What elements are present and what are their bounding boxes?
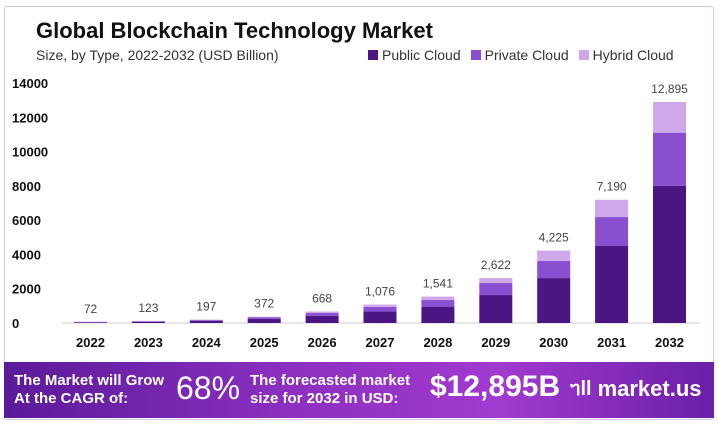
legend-label: Hybrid Cloud — [592, 47, 674, 63]
data-label: 123 — [138, 301, 158, 315]
logo-text: market.us — [597, 376, 702, 401]
y-tick-label: 6000 — [12, 213, 41, 228]
chart-frame — [4, 6, 714, 420]
cagr-label-line: The Market will Grow — [14, 372, 165, 389]
bar-segment-hybrid-cloud — [305, 311, 339, 314]
bar-segment-hybrid-cloud — [595, 199, 629, 218]
bar-segment-private-cloud — [131, 321, 165, 322]
legend-swatch — [368, 50, 378, 60]
forecast-label-line: The forecasted market — [250, 372, 411, 389]
legend-swatch — [470, 50, 481, 60]
bar-segment-hybrid-cloud — [537, 250, 571, 261]
bar-segment-public-cloud — [479, 295, 513, 323]
legend-swatch — [578, 50, 589, 60]
x-tick-label: 2023 — [134, 335, 163, 350]
x-tick-label: 2032 — [655, 335, 684, 350]
y-tick-label: 2000 — [12, 282, 41, 297]
forecast-label-line: size for 2032 in USD: — [250, 390, 399, 407]
legend-label: Private Cloud — [484, 47, 569, 63]
y-tick-label: 14000 — [12, 76, 48, 91]
x-tick-label: 2029 — [481, 335, 510, 350]
bar-segment-private-cloud — [247, 317, 281, 320]
bar-segment-public-cloud — [653, 185, 686, 323]
bar-segment-hybrid-cloud — [247, 316, 281, 318]
legend-label: Public Cloud — [382, 47, 461, 63]
y-tick-label: 4000 — [12, 247, 41, 262]
legend-item-private: Private Cloud — [470, 47, 569, 63]
bar-segment-hybrid-cloud — [421, 296, 455, 301]
bar-segment-private-cloud — [363, 306, 397, 312]
x-tick-label: 2030 — [539, 335, 568, 350]
bar-segment-hybrid-cloud — [131, 320, 165, 322]
y-tick-label: 10000 — [12, 145, 48, 160]
legend-item-public: Public Cloud — [368, 47, 461, 63]
logo-icon: ᥐll — [570, 377, 592, 400]
x-tick-label: 2028 — [423, 335, 452, 350]
y-tick-label: 8000 — [12, 179, 41, 194]
bar-segment-private-cloud — [189, 320, 223, 321]
chart-title: Global Blockchain Technology Market — [36, 18, 433, 43]
x-tick-label: 2031 — [597, 335, 626, 350]
bar-segment-public-cloud — [305, 315, 339, 323]
x-tick-label: 2025 — [250, 335, 279, 350]
bar-segment-private-cloud — [421, 300, 455, 307]
bar-segment-hybrid-cloud — [363, 304, 397, 307]
forecast-label: The forecasted market size for 2032 in US… — [250, 372, 410, 408]
bar-segment-public-cloud — [363, 311, 397, 323]
data-label: 668 — [312, 292, 332, 306]
data-label: 2,622 — [481, 258, 511, 272]
x-tick-label: 2027 — [366, 335, 395, 350]
legend-item-hybrid: Hybrid Cloud — [578, 47, 674, 63]
bar-segment-private-cloud — [537, 260, 571, 279]
bar-segment-private-cloud — [595, 217, 629, 247]
bar-segment-hybrid-cloud — [653, 101, 686, 133]
bar-segment-public-cloud — [189, 320, 223, 323]
chart-subtitle: Size, by Type, 2022-2032 (USD Billion) — [36, 47, 279, 63]
bar-segment-private-cloud — [479, 283, 513, 296]
data-label: 1,541 — [423, 277, 453, 291]
x-tick-label: 2024 — [192, 335, 222, 350]
data-label: 72 — [84, 302, 98, 316]
bar-segment-hybrid-cloud — [479, 278, 513, 284]
x-tick-label: 2022 — [76, 335, 105, 350]
data-label: 1,076 — [365, 285, 395, 299]
cagr-label: The Market will Grow At the CAGR of: — [14, 372, 164, 408]
forecast-value: $12,895B — [430, 370, 561, 403]
bar-segment-private-cloud — [305, 313, 339, 316]
legend: Public Cloud Private Cloud Hybrid Cloud — [368, 47, 674, 63]
x-tick-label: 2026 — [308, 335, 337, 350]
bar-segment-hybrid-cloud — [74, 321, 107, 323]
data-label: 372 — [254, 297, 274, 311]
y-tick-label: 0 — [12, 316, 19, 331]
bar-segment-public-cloud — [537, 278, 571, 323]
bar-segment-public-cloud — [247, 319, 281, 323]
bar-segment-hybrid-cloud — [189, 319, 223, 321]
summary-banner: The Market will Grow At the CAGR of: 68% … — [4, 362, 714, 418]
bar-segment-public-cloud — [421, 306, 455, 323]
data-label: 4,225 — [539, 231, 569, 245]
bar-segment-public-cloud — [74, 322, 107, 323]
bar-chart: 0 2000 4000 6000 8000 10000 12000 14000 72 2022 12… — [12, 76, 700, 350]
data-label: 12,895 — [651, 82, 688, 96]
data-label: 197 — [196, 300, 216, 314]
bar-segment-public-cloud — [595, 246, 629, 323]
data-label: 7,190 — [597, 180, 627, 194]
cagr-value: 68% — [176, 370, 241, 406]
bar-segment-public-cloud — [131, 321, 165, 323]
bar-segment-private-cloud — [653, 132, 686, 186]
y-tick-label: 12000 — [12, 110, 48, 125]
cagr-label-line: At the CAGR of: — [14, 390, 129, 407]
market-us-logo: ᥐll market.us — [570, 376, 702, 402]
